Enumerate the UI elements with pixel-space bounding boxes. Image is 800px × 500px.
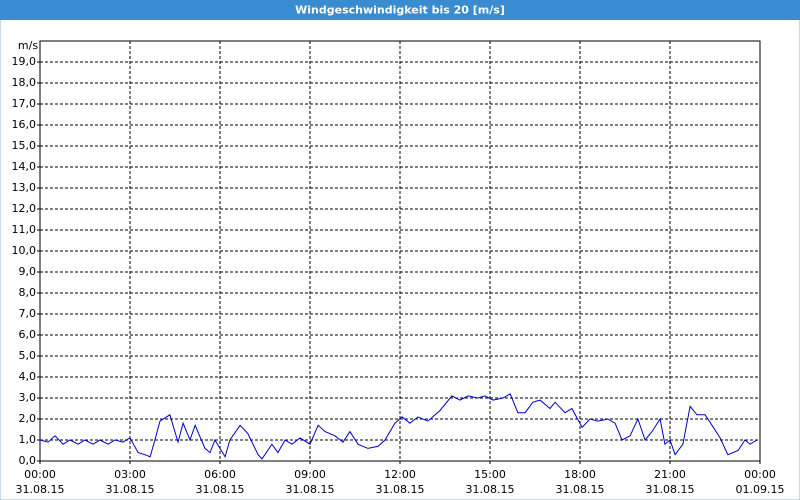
title-bar bbox=[0, 0, 800, 20]
x-tick-label: 00:00 bbox=[24, 468, 56, 481]
y-tick-label: 1,0 bbox=[19, 433, 37, 446]
x-tick-date: 31.08.15 bbox=[646, 483, 695, 496]
x-tick-date: 31.08.15 bbox=[196, 483, 245, 496]
y-tick-label: 16,0 bbox=[12, 118, 37, 131]
y-tick-label: 6,0 bbox=[19, 328, 37, 341]
y-tick-label: 3,0 bbox=[19, 391, 37, 404]
x-tick-date: 31.08.15 bbox=[556, 483, 605, 496]
y-tick-label: 5,0 bbox=[19, 349, 37, 362]
x-tick-date: 31.08.15 bbox=[376, 483, 425, 496]
y-tick-label: 10,0 bbox=[12, 244, 37, 257]
y-tick-label: 14,0 bbox=[12, 160, 37, 173]
x-tick-label: 15:00 bbox=[474, 468, 506, 481]
chart-title: Windgeschwindigkeit bis 20 [m/s] bbox=[295, 4, 505, 17]
x-tick-date: 31.08.15 bbox=[466, 483, 515, 496]
x-tick-date: 31.08.15 bbox=[286, 483, 335, 496]
y-tick-label: 0,0 bbox=[19, 454, 37, 467]
x-tick-label: 06:00 bbox=[204, 468, 236, 481]
x-tick-label: 18:00 bbox=[564, 468, 596, 481]
x-tick-label: 09:00 bbox=[294, 468, 326, 481]
x-tick-label: 03:00 bbox=[114, 468, 146, 481]
x-tick-label: 00:00 bbox=[744, 468, 776, 481]
x-tick-label: 21:00 bbox=[654, 468, 686, 481]
y-tick-label: 19,0 bbox=[12, 55, 37, 68]
y-tick-label: 13,0 bbox=[12, 181, 37, 194]
y-tick-label: 11,0 bbox=[12, 223, 37, 236]
x-tick-date: 01.09.15 bbox=[736, 483, 785, 496]
x-tick-date: 31.08.15 bbox=[16, 483, 65, 496]
y-tick-label: 8,0 bbox=[19, 286, 37, 299]
y-tick-label: 17,0 bbox=[12, 97, 37, 110]
y-tick-label: 2,0 bbox=[19, 412, 37, 425]
data-line bbox=[39, 393, 758, 460]
y-tick-label: 18,0 bbox=[12, 76, 37, 89]
plot-frame bbox=[39, 40, 761, 462]
y-tick-label: 4,0 bbox=[19, 370, 37, 383]
y-tick-label: 9,0 bbox=[19, 265, 37, 278]
y-tick-label: 7,0 bbox=[19, 307, 37, 320]
y-tick-label: 15,0 bbox=[12, 139, 37, 152]
y-tick-label: 12,0 bbox=[12, 202, 37, 215]
y-axis-label: m/s bbox=[18, 39, 38, 52]
x-tick-date: 31.08.15 bbox=[106, 483, 155, 496]
x-tick-label: 12:00 bbox=[384, 468, 416, 481]
